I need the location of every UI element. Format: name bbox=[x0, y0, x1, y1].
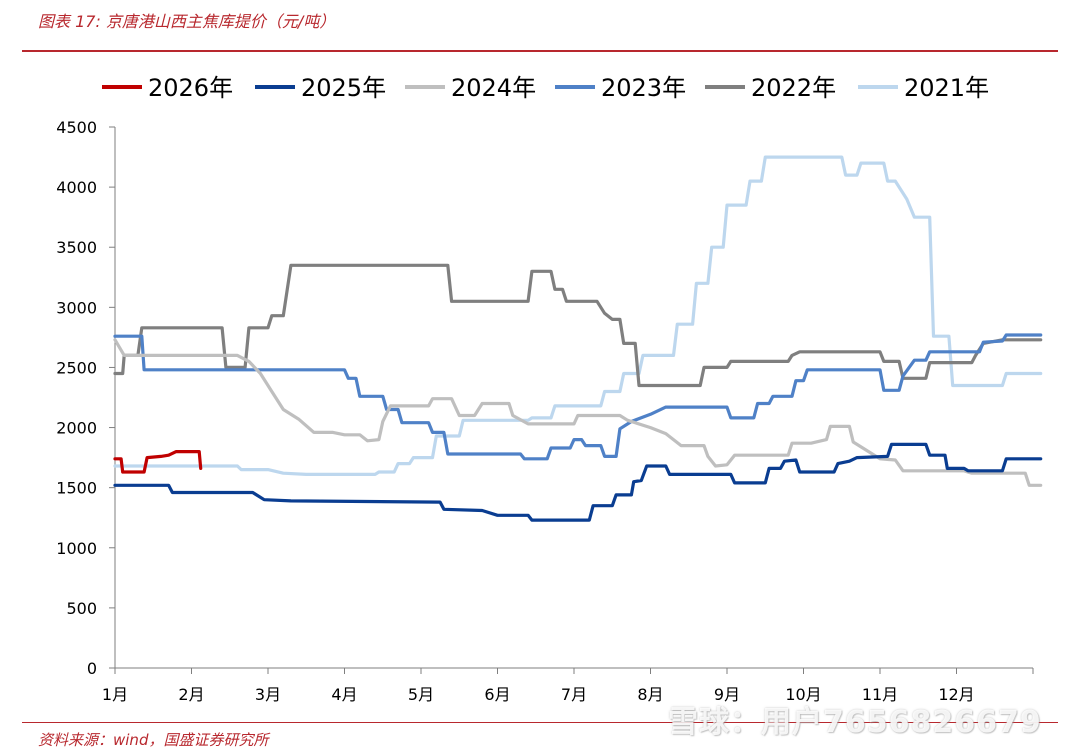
source-divider bbox=[22, 722, 1058, 723]
figure-title: 图表 17: 京唐港山西主焦库提价（元/吨） bbox=[38, 12, 336, 31]
x-tick-label: 8月 bbox=[637, 685, 663, 704]
x-tick-label: 4月 bbox=[331, 685, 357, 704]
x-tick-label: 10月 bbox=[785, 685, 821, 704]
y-tick-label: 1000 bbox=[56, 539, 97, 558]
x-tick-label: 9月 bbox=[714, 685, 740, 704]
legend-item-2026: 2026年 bbox=[102, 74, 233, 102]
y-tick-label: 4000 bbox=[56, 178, 97, 197]
legend-label: 2023年 bbox=[601, 74, 686, 102]
y-tick-label: 500 bbox=[66, 599, 97, 618]
legend-label: 2021年 bbox=[904, 74, 989, 102]
y-tick-label: 2500 bbox=[56, 358, 97, 377]
y-tick-label: 2000 bbox=[56, 419, 97, 438]
y-axis: 0 500 1000 1500 2000 2500 3000 3500 4000 4500 bbox=[56, 118, 116, 678]
x-tick-label: 6月 bbox=[484, 685, 510, 704]
series-line-2024 bbox=[113, 338, 1043, 487]
legend-item-2023: 2023年 bbox=[555, 74, 686, 102]
y-tick-label: 3000 bbox=[56, 298, 97, 317]
series-line-2025 bbox=[113, 442, 1043, 522]
series-line-2022 bbox=[113, 263, 1043, 388]
x-tick-label: 7月 bbox=[561, 685, 587, 704]
x-tick-label: 2月 bbox=[178, 685, 204, 704]
watermark-text: 雪球：用户7656826679 bbox=[668, 705, 1042, 740]
legend-label: 2025年 bbox=[301, 74, 386, 102]
y-tick-label: 4500 bbox=[56, 118, 97, 137]
x-axis: 1月 2月 3月 4月 5月 6月 7月 8月 9月 10月 11月 12月 bbox=[102, 667, 1034, 704]
chart-legend: 2026年 2025年 2024年 2023年 2022年 2021年 bbox=[102, 74, 989, 102]
series-line-2026 bbox=[113, 450, 203, 474]
series-lines bbox=[113, 155, 1043, 522]
legend-label: 2022年 bbox=[751, 74, 836, 102]
x-tick-label: 12月 bbox=[938, 685, 974, 704]
legend-label: 2024年 bbox=[451, 74, 536, 102]
x-tick-label: 1月 bbox=[102, 685, 128, 704]
y-tick-label: 1500 bbox=[56, 479, 97, 498]
y-tick-label: 3500 bbox=[56, 238, 97, 257]
series-line-2023 bbox=[113, 333, 1043, 461]
legend-item-2024: 2024年 bbox=[405, 74, 536, 102]
x-tick-label: 5月 bbox=[408, 685, 434, 704]
x-tick-label: 11月 bbox=[862, 685, 898, 704]
legend-label: 2026年 bbox=[148, 74, 233, 102]
title-divider bbox=[22, 50, 1058, 52]
legend-item-2025: 2025年 bbox=[255, 74, 386, 102]
source-note: 资料来源：wind，国盛证券研究所 bbox=[38, 731, 269, 749]
legend-item-2021: 2021年 bbox=[858, 74, 989, 102]
series-line-2021 bbox=[113, 155, 1043, 476]
y-tick-label: 0 bbox=[87, 659, 97, 678]
x-tick-label: 3月 bbox=[255, 685, 281, 704]
legend-item-2022: 2022年 bbox=[705, 74, 836, 102]
